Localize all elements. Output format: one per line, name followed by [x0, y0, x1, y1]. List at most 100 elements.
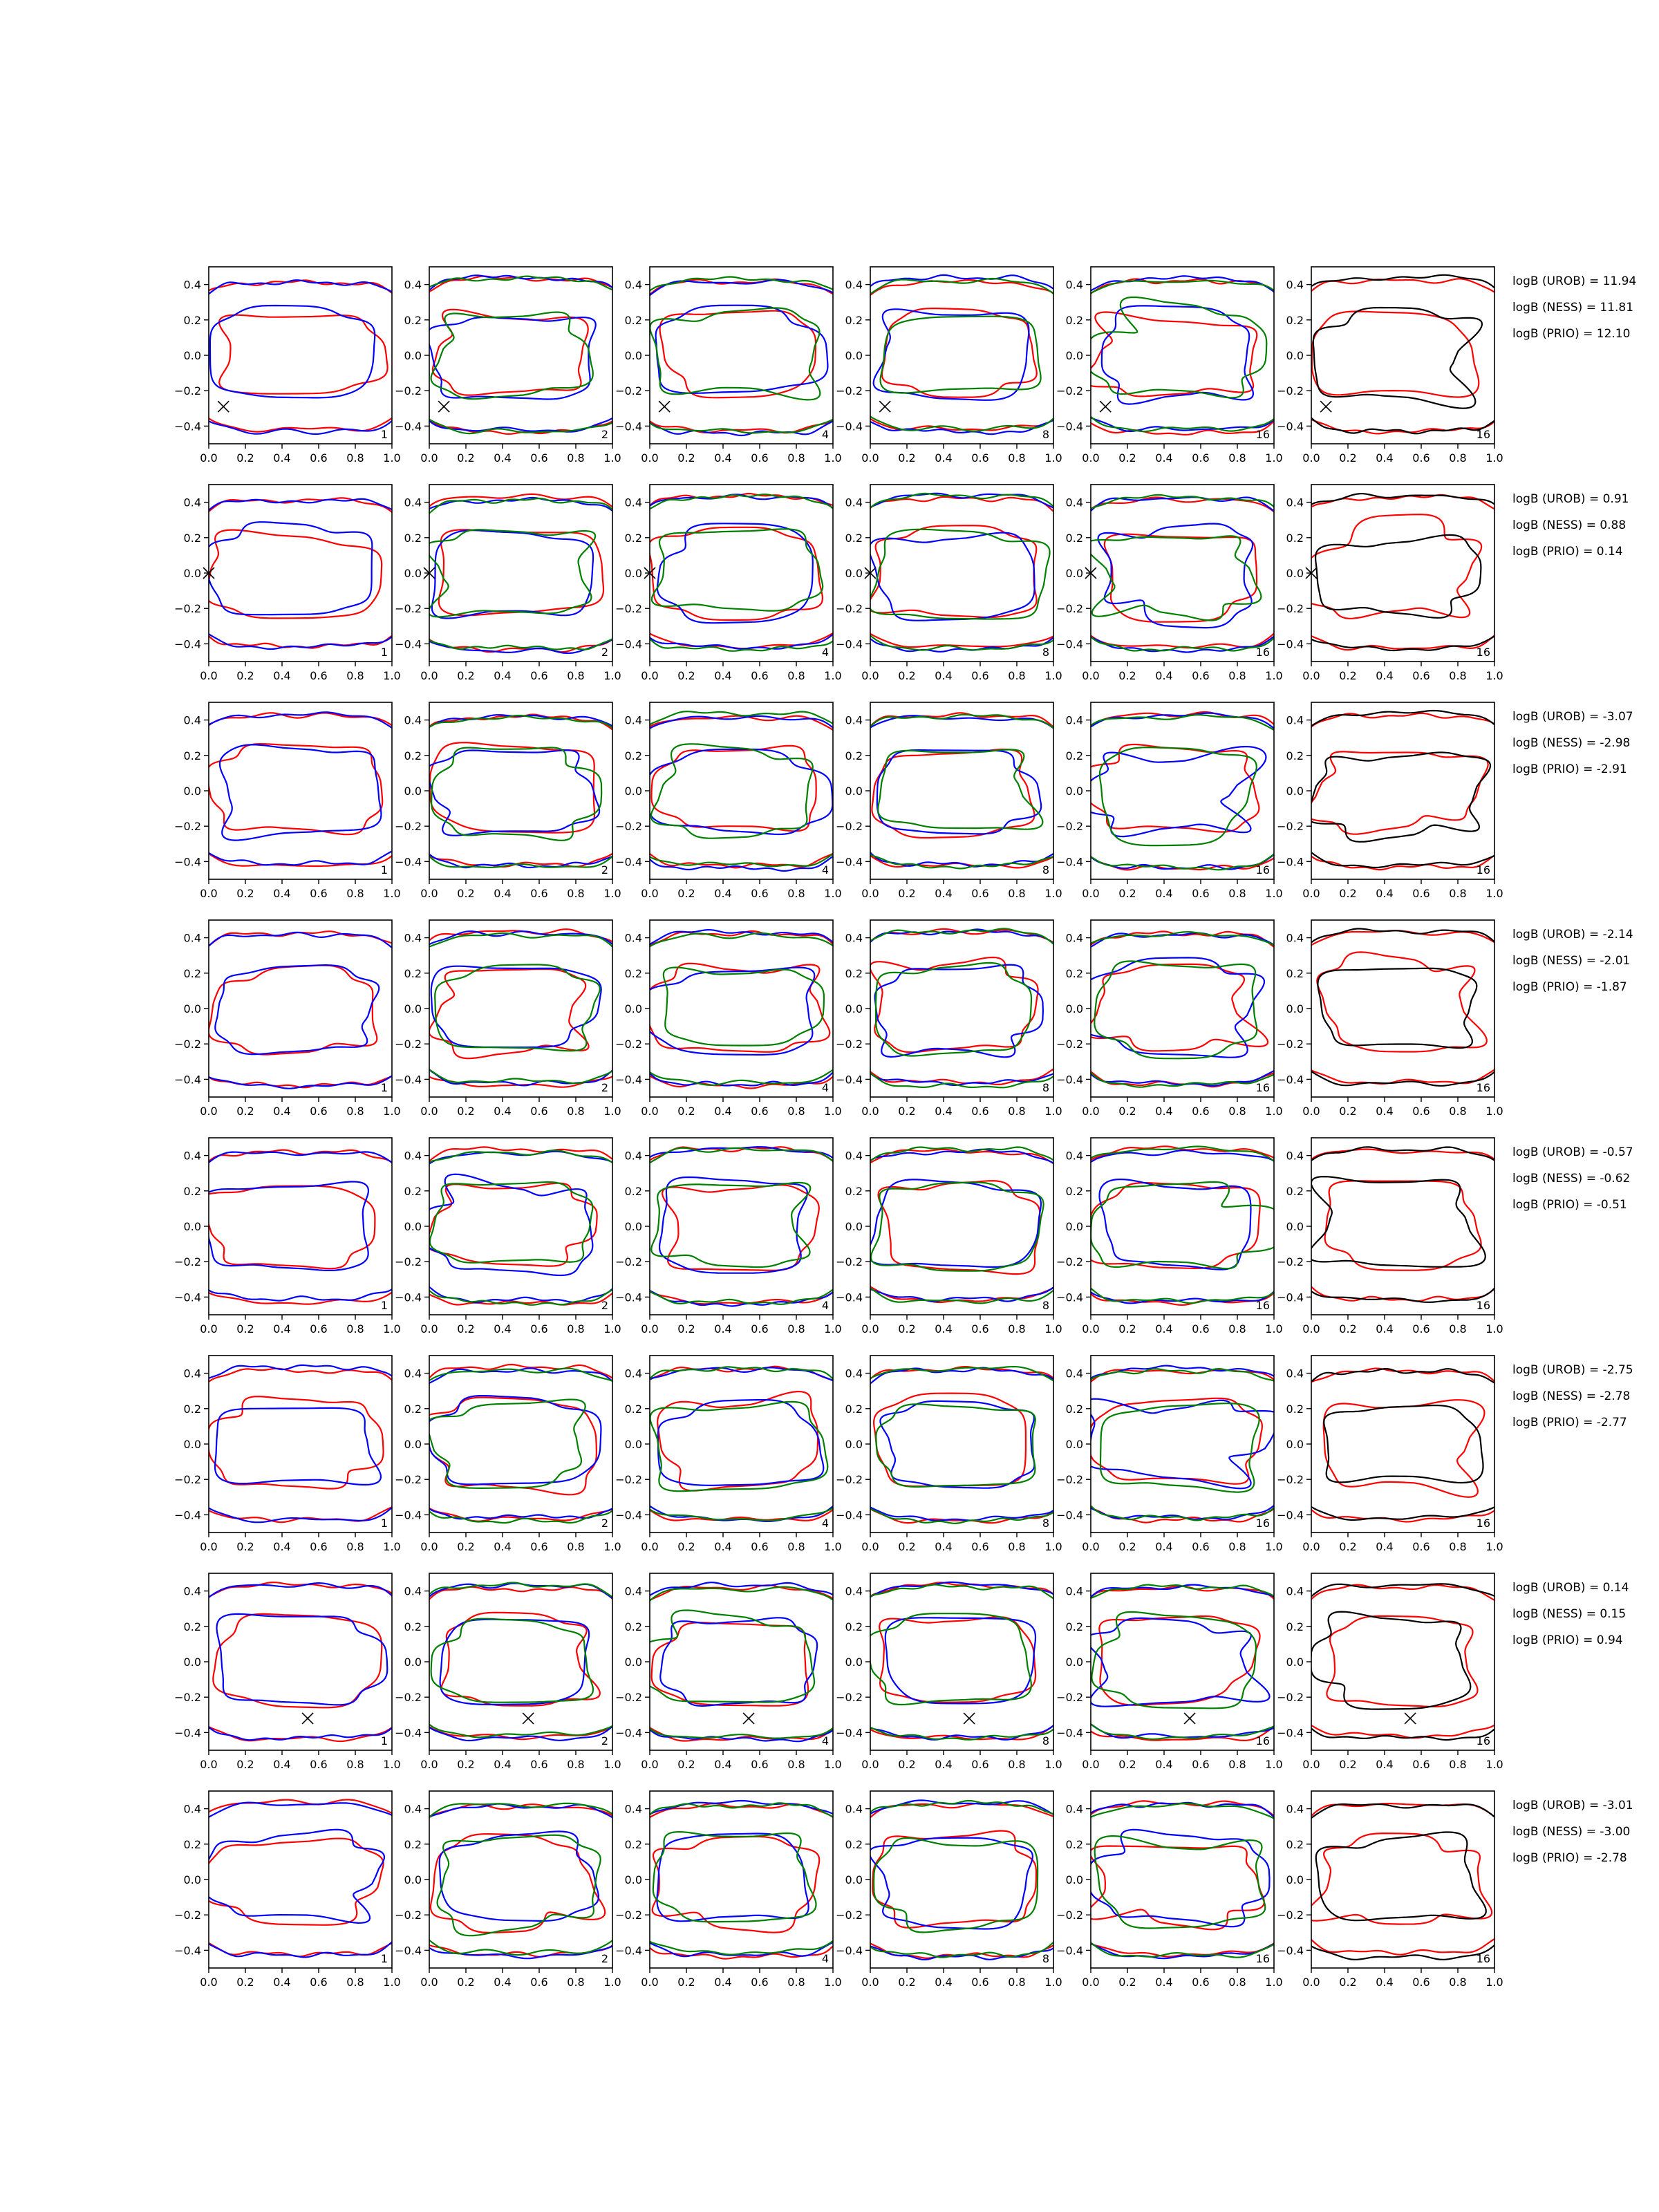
x-tick-label: 1.0 — [1044, 887, 1062, 900]
x-marker — [522, 1712, 534, 1725]
series-inner-loop — [209, 1181, 369, 1271]
y-tick-label: 0.4 — [184, 1585, 201, 1598]
y-tick-label: 0.2 — [1066, 967, 1083, 980]
x-tick-label: 0.6 — [751, 1105, 768, 1118]
plot-area — [1311, 928, 1494, 1087]
x-tick-label: 0.6 — [971, 451, 988, 465]
logb-annotation: logB (PRIO) = -0.51 — [1512, 1198, 1627, 1212]
series-outer-bottom — [870, 1068, 1053, 1086]
x-tick-label: 0.0 — [1302, 887, 1320, 900]
y-tick-label: 0.4 — [625, 1150, 642, 1163]
x-tick-label: 0.0 — [1082, 1976, 1099, 1989]
y-tick-label: 0.4 — [845, 714, 863, 727]
x-tick-label: 0.4 — [494, 887, 511, 900]
series-outer-bottom — [650, 1288, 833, 1305]
y-tick-label: −0.2 — [395, 1473, 422, 1486]
x-tick-label: 1.0 — [383, 1322, 400, 1335]
series-inner-loop — [1091, 1397, 1264, 1485]
logb-annotation: logB (UROB) = 0.91 — [1512, 492, 1629, 506]
x-tick-label: 0.2 — [1339, 1540, 1356, 1553]
panel-label: 16 — [1256, 646, 1270, 659]
x-tick-label: 0.0 — [861, 669, 879, 682]
series-outer-top — [429, 932, 612, 948]
x-tick-label: 0.8 — [1228, 451, 1246, 465]
x-marker — [301, 1712, 314, 1725]
series-outer-top — [1091, 1584, 1274, 1600]
y-tick-label: −0.2 — [615, 602, 642, 615]
panel-label: 2 — [601, 1517, 608, 1530]
logb-annotation: logB (NESS) = -2.01 — [1512, 954, 1630, 968]
y-tick-label: −0.2 — [1056, 1038, 1083, 1051]
series-outer-bottom — [1311, 1938, 1494, 1956]
x-tick-label: 0.8 — [346, 1540, 364, 1553]
series-outer-top — [1311, 928, 1494, 944]
panel-label: 1 — [381, 1299, 388, 1312]
x-tick-label: 0.8 — [346, 1976, 364, 1989]
x-tick-label: 0.0 — [200, 1322, 217, 1335]
y-tick-label: 0.0 — [1286, 1220, 1304, 1233]
y-tick-label: 0.4 — [625, 496, 642, 509]
y-tick-label: 0.0 — [625, 1002, 642, 1015]
y-tick-label: −0.2 — [615, 1038, 642, 1051]
panel-label: 2 — [601, 428, 608, 441]
x-tick-label: 1.0 — [1485, 1976, 1503, 1989]
series-inner-loop — [875, 1403, 1036, 1488]
series-inner-loop — [430, 311, 594, 400]
plot-area — [650, 928, 833, 1089]
x-tick-label: 0.2 — [1118, 887, 1136, 900]
y-tick-label: 0.4 — [1066, 496, 1083, 509]
x-tick-label: 0.4 — [1376, 669, 1393, 682]
y-tick-label: 0.2 — [184, 1185, 201, 1198]
y-tick-label: 0.0 — [184, 1438, 201, 1451]
y-tick-label: −0.2 — [1056, 1255, 1083, 1268]
x-tick-label: 0.6 — [1412, 1758, 1430, 1771]
series-outer-bottom — [650, 1071, 833, 1087]
series-outer-top — [650, 1582, 833, 1596]
x-tick-label: 0.0 — [861, 1322, 879, 1335]
series-outer-top — [1311, 1583, 1494, 1597]
series-inner-loop — [1098, 1615, 1261, 1706]
series-outer-top — [209, 498, 392, 511]
x-tick-label: 0.6 — [530, 1540, 547, 1553]
x-tick-label: 0.4 — [714, 1322, 731, 1335]
panel-label: 2 — [601, 646, 608, 659]
y-tick-label: 0.2 — [1286, 1620, 1304, 1633]
y-tick-label: −0.4 — [1056, 637, 1083, 650]
y-tick-label: −0.2 — [836, 820, 863, 833]
x-tick-label: 0.6 — [971, 1322, 988, 1335]
x-tick-label: 0.2 — [898, 1322, 915, 1335]
y-tick-label: 0.0 — [845, 1873, 863, 1886]
series-outer-top — [1091, 930, 1274, 946]
x-tick-label: 0.0 — [420, 669, 438, 682]
y-tick-label: 0.0 — [1286, 1438, 1304, 1451]
x-tick-label: 0.8 — [1228, 1976, 1246, 1989]
panel-label: 8 — [1042, 428, 1049, 441]
x-tick-label: 0.8 — [1449, 1758, 1466, 1771]
series-outer-top — [650, 1366, 833, 1380]
y-tick-label: −0.2 — [395, 1255, 422, 1268]
x-tick-label: 0.8 — [1008, 1322, 1025, 1335]
series-outer-top — [870, 1148, 1053, 1164]
x-tick-label: 0.4 — [714, 451, 731, 465]
x-tick-label: 0.4 — [714, 1540, 731, 1553]
y-tick-label: 0.4 — [625, 1803, 642, 1816]
x-tick-label: 0.0 — [200, 1105, 217, 1118]
x-tick-label: 1.0 — [1265, 1976, 1282, 1989]
series-outer-bottom — [870, 854, 1053, 870]
x-tick-label: 0.4 — [1155, 1976, 1172, 1989]
y-tick-label: 0.0 — [625, 1873, 642, 1886]
x-tick-label: 0.6 — [751, 669, 768, 682]
series-outer-top — [870, 492, 1053, 509]
series-inner-loop — [218, 744, 382, 841]
series-inner-loop — [652, 1830, 817, 1923]
x-tick-label: 0.6 — [1192, 451, 1209, 465]
logb-annotation: logB (PRIO) = 0.14 — [1512, 545, 1623, 559]
x-tick-label: 0.4 — [714, 1105, 731, 1118]
panel-r4-c5: 0.0 0.2 0.4 0.6 0.8 1.0 0.4 0.2 0.0 −0.2 −0.4 16 — [1056, 919, 1283, 1118]
panel-r8-c3: 0.0 0.2 0.4 0.6 0.8 1.0 0.4 0.2 0.0 −0.2 −0.4 4 — [615, 1790, 842, 1989]
x-tick-label: 0.0 — [1082, 451, 1099, 465]
panel-label: 2 — [601, 1299, 608, 1312]
panel-label: 16 — [1477, 1299, 1490, 1312]
y-tick-label: −0.2 — [1277, 602, 1304, 615]
y-tick-label: −0.2 — [395, 820, 422, 833]
